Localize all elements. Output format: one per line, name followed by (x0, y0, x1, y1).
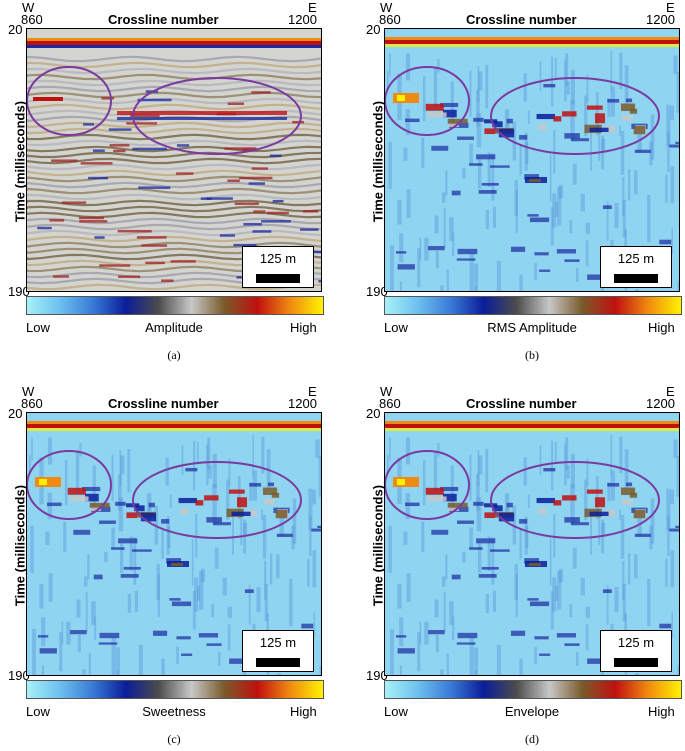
panel-amplitude: W E 860 Crossline number 1200 20 190 Tim… (8, 0, 328, 362)
colorbar-attribute-label: RMS Amplitude (487, 320, 577, 335)
colorbar-low-label: Low (384, 704, 408, 719)
time-top: 20 (8, 22, 23, 37)
colorbar (26, 296, 324, 315)
crossline-title: Crossline number (466, 396, 577, 411)
east-label: E (308, 384, 317, 399)
scale-bar (614, 274, 658, 283)
time-top: 20 (366, 406, 381, 421)
time-top: 20 (366, 22, 381, 37)
colorbar-attribute-label: Amplitude (145, 320, 203, 335)
east-label: E (308, 0, 317, 15)
panel-caption: (b) (525, 348, 539, 362)
crossline-end: 1200 (646, 12, 675, 27)
scale-label: 125 m (259, 251, 297, 266)
time-top: 20 (8, 406, 23, 421)
crossline-title: Crossline number (466, 12, 577, 27)
scale-bar-box: 125 m (242, 246, 314, 288)
crossline-start: 860 (379, 12, 401, 27)
time-bottom: 190 (8, 284, 30, 299)
crossline-title: Crossline number (108, 12, 219, 27)
panel-envelope: W E 860 Crossline number 1200 20 190 Tim… (366, 384, 685, 746)
colorbar-high-label: High (648, 704, 675, 719)
crossline-start: 860 (379, 396, 401, 411)
seismic-image (385, 413, 679, 675)
scale-label: 125 m (617, 251, 655, 266)
panel-rms-amplitude: W E 860 Crossline number 1200 20 190 Tim… (366, 0, 685, 362)
time-bottom: 190 (366, 284, 388, 299)
colorbar-low-label: Low (384, 320, 408, 335)
east-label: E (666, 0, 675, 15)
scale-bar (256, 274, 300, 283)
seismic-section (384, 412, 680, 676)
east-label: E (666, 384, 675, 399)
panel-caption: (a) (167, 348, 181, 362)
colorbar-attribute-label: Sweetness (142, 704, 206, 719)
scale-bar-box: 125 m (600, 246, 672, 288)
colorbar-low-label: Low (26, 704, 50, 719)
crossline-start: 860 (21, 396, 43, 411)
colorbar-high-label: High (648, 320, 675, 335)
crossline-start: 860 (21, 12, 43, 27)
crossline-end: 1200 (288, 396, 317, 411)
seismic-image (27, 29, 321, 291)
time-bottom: 190 (366, 668, 388, 683)
scale-label: 125 m (259, 635, 297, 650)
colorbar-high-label: High (290, 704, 317, 719)
colorbar (384, 296, 682, 315)
panel-caption: (d) (525, 732, 539, 746)
colorbar-high-label: High (290, 320, 317, 335)
crossline-end: 1200 (646, 396, 675, 411)
west-label: W (380, 384, 393, 399)
scale-bar (256, 658, 300, 667)
scale-bar-box: 125 m (600, 630, 672, 672)
scale-label: 125 m (617, 635, 655, 650)
colorbar-attribute-label: Envelope (504, 704, 560, 719)
colorbar-low-label: Low (26, 320, 50, 335)
time-bottom: 190 (8, 668, 30, 683)
crossline-title: Crossline number (108, 396, 219, 411)
west-label: W (380, 0, 393, 15)
scale-bar (614, 658, 658, 667)
seismic-section (26, 28, 322, 292)
crossline-end: 1200 (288, 12, 317, 27)
west-label: W (22, 384, 35, 399)
colorbar (384, 680, 682, 699)
colorbar (26, 680, 324, 699)
west-label: W (22, 0, 35, 15)
panel-caption: (c) (167, 732, 181, 746)
scale-bar-box: 125 m (242, 630, 314, 672)
panel-sweetness: W E 860 Crossline number 1200 20 190 Tim… (8, 384, 328, 746)
